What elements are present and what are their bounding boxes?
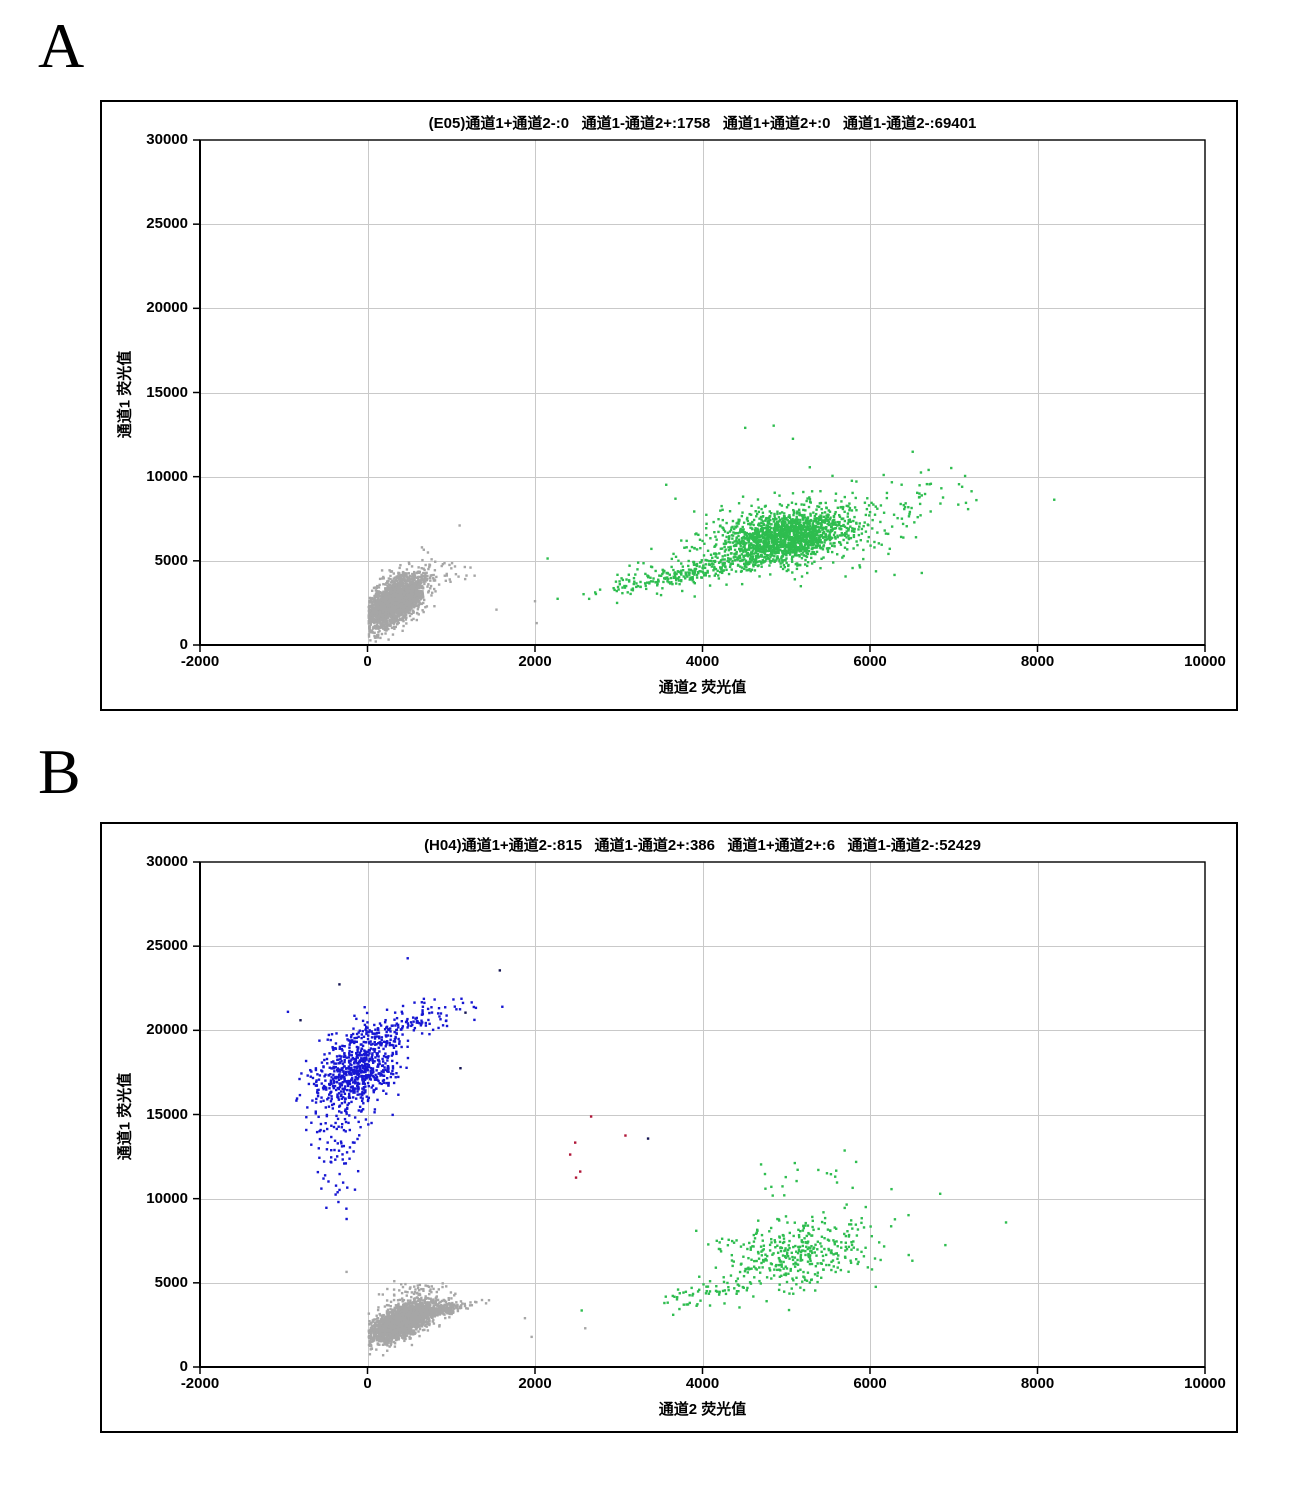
x-tick-label: 6000 — [853, 1375, 887, 1392]
y-tick-label: 0 — [179, 1358, 188, 1375]
x-tick-label: -2000 — [180, 1375, 220, 1392]
panel-a-plot-canvas — [186, 126, 1219, 659]
x-tick-label: 2000 — [518, 653, 552, 670]
y-tick-label: 10000 — [146, 1189, 188, 1207]
y-tick-label: 5000 — [154, 1273, 188, 1291]
panel-b-x-axis-label: 通道2 荧光值 — [658, 1401, 747, 1418]
x-tick-label: 8000 — [1020, 1375, 1055, 1392]
panel-b-letter: B — [38, 736, 81, 807]
x-tick-label: 4000 — [685, 1375, 720, 1392]
y-tick-label: 30000 — [146, 131, 188, 148]
panel-a-letter: A — [38, 10, 85, 81]
y-tick-label: 5000 — [154, 551, 188, 569]
y-tick-label: 25000 — [146, 937, 188, 955]
y-tick-label: 30000 — [146, 853, 188, 870]
y-tick-label: 20000 — [146, 299, 188, 317]
x-tick-label: 0 — [363, 1375, 372, 1392]
panel-b-y-axis-label: 通道1 荧光值 — [116, 1072, 134, 1161]
y-tick-label: 25000 — [146, 215, 188, 233]
x-tick-label: 4000 — [685, 653, 720, 670]
y-tick-label: 10000 — [146, 467, 188, 485]
x-tick-label: 2000 — [518, 1375, 552, 1392]
y-tick-label: 15000 — [146, 383, 188, 401]
x-tick-label: 10000 — [1184, 1375, 1226, 1392]
panel-a-x-axis-label: 通道2 荧光值 — [658, 679, 747, 696]
y-tick-label: 20000 — [146, 1021, 188, 1039]
panel-a-scatter-plot: (E05)通道1+通道2-:0 通道1-通道2+:1758 通道1+通道2+:0… — [100, 100, 1238, 711]
y-tick-label: 0 — [179, 636, 188, 653]
x-tick-label: 0 — [363, 653, 372, 670]
panel-b-plot-canvas — [186, 848, 1219, 1381]
x-tick-label: 6000 — [853, 653, 887, 670]
panel-b-scatter-plot: (H04)通道1+通道2-:815 通道1-通道2+:386 通道1+通道2+:… — [100, 822, 1238, 1433]
x-tick-label: 10000 — [1184, 653, 1226, 670]
x-tick-label: 8000 — [1020, 653, 1055, 670]
panel-a-y-axis-label: 通道1 荧光值 — [116, 350, 134, 439]
x-tick-label: -2000 — [180, 653, 220, 670]
y-tick-label: 15000 — [146, 1105, 188, 1123]
